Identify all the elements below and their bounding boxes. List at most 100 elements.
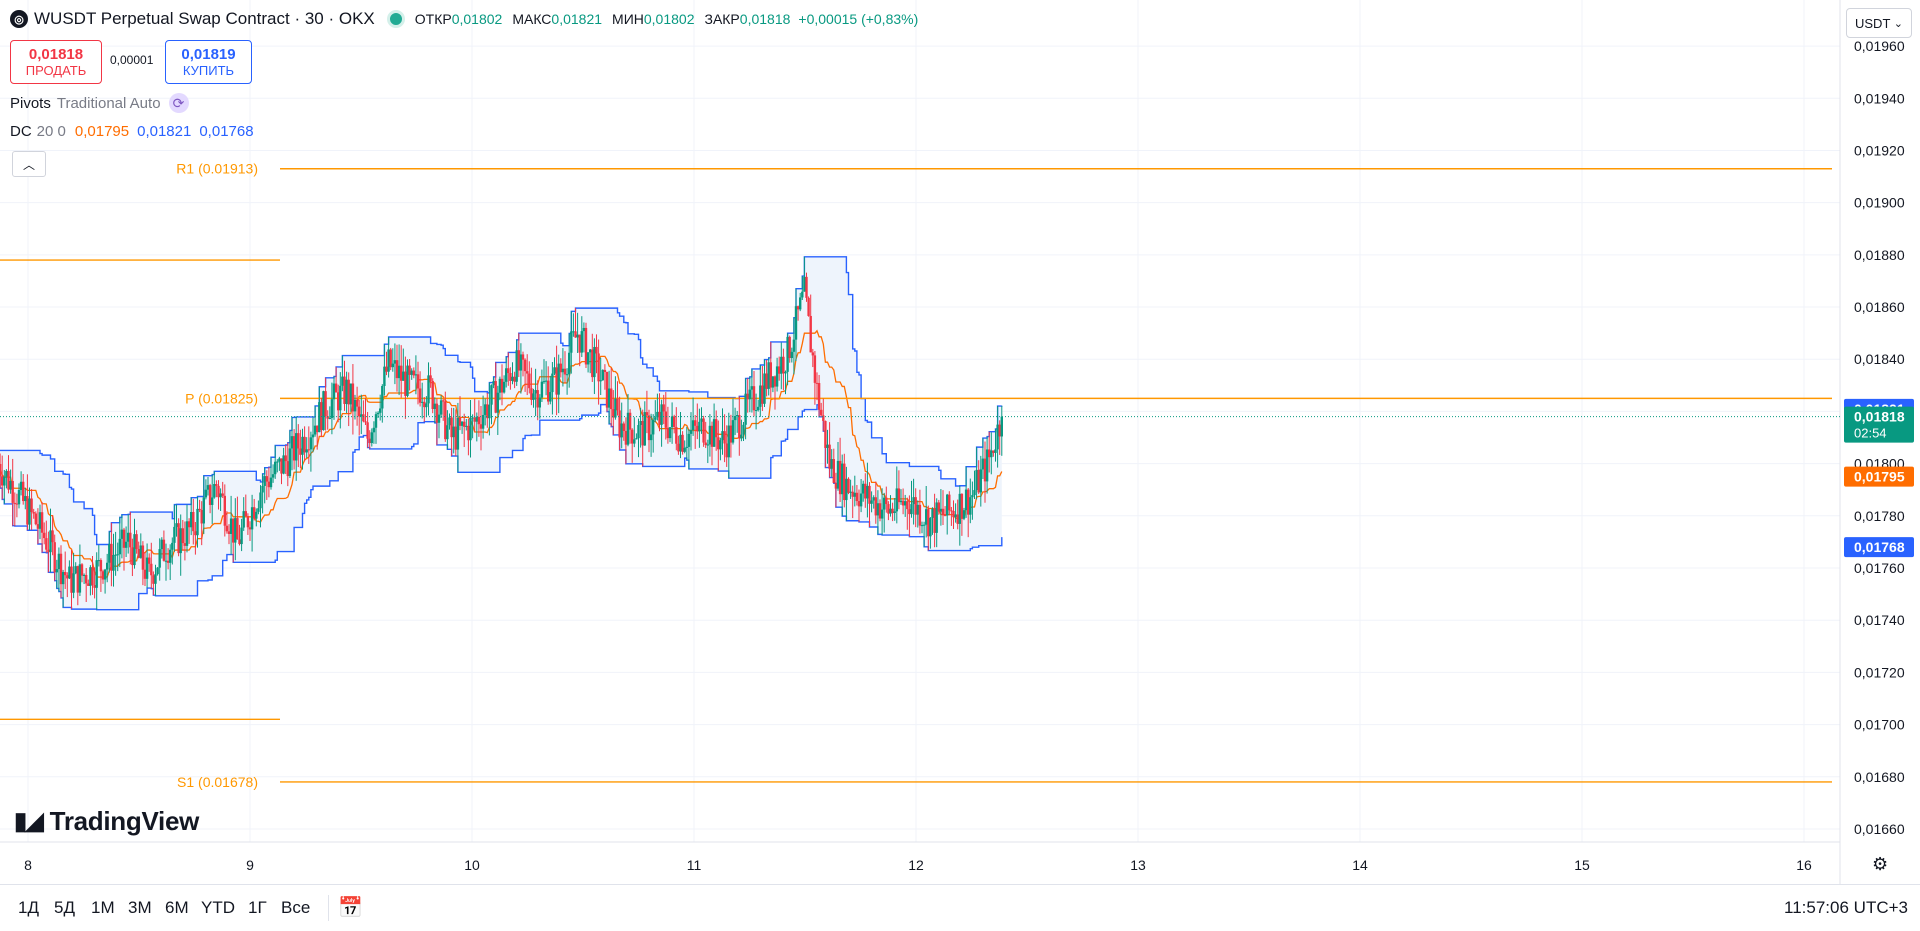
candle-body bbox=[723, 431, 726, 444]
candle-body bbox=[897, 488, 901, 503]
candle-body bbox=[851, 491, 854, 497]
candle-body bbox=[899, 500, 903, 503]
candle-body bbox=[765, 373, 768, 389]
dc-legend[interactable]: DC 20 0 0,01795 0,01821 0,01768 bbox=[10, 123, 254, 140]
candle-body bbox=[601, 369, 604, 381]
candle-body bbox=[784, 371, 787, 374]
candle-body bbox=[576, 334, 579, 338]
bar-countdown-label: 02:54 bbox=[1854, 426, 1887, 441]
candle-body bbox=[143, 569, 147, 579]
candle-body bbox=[202, 497, 205, 524]
candle-body bbox=[481, 414, 485, 429]
candle-body bbox=[479, 424, 483, 429]
candle-body bbox=[467, 425, 470, 441]
candle-body bbox=[809, 315, 812, 353]
candle-body bbox=[868, 485, 871, 504]
range-5d[interactable]: 5Д bbox=[54, 898, 75, 917]
candle-body bbox=[962, 510, 966, 519]
candle-body bbox=[561, 368, 565, 373]
date-range-icon[interactable]: 📅 bbox=[338, 897, 363, 919]
candle-body bbox=[580, 331, 583, 353]
sell-button[interactable]: 0,01818 ПРОДАТЬ bbox=[10, 40, 102, 84]
candle-body bbox=[891, 508, 894, 514]
candle-body bbox=[429, 375, 432, 381]
candle-body bbox=[637, 424, 640, 439]
tradingview-logo[interactable]: ▮◢ TradingView bbox=[14, 806, 199, 837]
y-tick-label: 0,01760 bbox=[1854, 560, 1905, 576]
candle-body bbox=[36, 524, 40, 529]
candle-body bbox=[830, 459, 833, 469]
candle-body bbox=[229, 518, 233, 534]
candle-body bbox=[801, 291, 804, 298]
candle-body bbox=[958, 493, 961, 524]
candle-body bbox=[649, 434, 653, 441]
candle-body bbox=[853, 492, 856, 497]
candle-body bbox=[778, 366, 781, 374]
collapse-legend-button[interactable]: ︿ bbox=[12, 151, 46, 177]
ohlc-high-value: 0,01821 bbox=[551, 11, 603, 27]
candle-body bbox=[101, 571, 105, 580]
range-all[interactable]: Все bbox=[281, 898, 311, 917]
candle-body bbox=[271, 474, 275, 478]
candle-body bbox=[120, 529, 124, 539]
currency-select[interactable]: USDT ⌄ bbox=[1846, 8, 1912, 38]
candle-body bbox=[805, 276, 808, 298]
sync-icon[interactable]: ⟳ bbox=[168, 93, 189, 113]
candle-body bbox=[423, 401, 426, 408]
candle-body bbox=[790, 351, 793, 359]
y-tick-label: 0,01920 bbox=[1854, 142, 1905, 158]
range-1m[interactable]: 1М bbox=[91, 898, 115, 917]
symbol-title[interactable]: WUSDT Perpetual Swap Contract · 30 · OKX bbox=[34, 9, 375, 28]
y-tick-label: 0,01720 bbox=[1854, 664, 1905, 680]
candle-body bbox=[582, 327, 586, 332]
price-chart[interactable]: R1 (0.01913) P (0.01825) S1 (0.01678) 0,019… bbox=[0, 0, 1920, 884]
candle-body bbox=[360, 414, 363, 417]
candle-body bbox=[87, 583, 90, 586]
candle-body bbox=[370, 432, 373, 444]
x-tick-label: 12 bbox=[908, 857, 924, 873]
pivots-legend[interactable]: Pivots Traditional Auto ⟳ bbox=[10, 93, 189, 113]
range-ytd[interactable]: YTD bbox=[201, 898, 235, 917]
okx-logo-icon: ◎ bbox=[10, 10, 28, 28]
candle-body bbox=[717, 437, 720, 450]
clock[interactable]: 11:57:06 UTC+3 bbox=[1784, 898, 1908, 917]
candle-body bbox=[740, 434, 743, 439]
pivots-name: Pivots bbox=[10, 94, 51, 112]
candle-body bbox=[366, 422, 369, 439]
ohlc-close-label: ЗАКР bbox=[704, 11, 740, 27]
candle-body bbox=[183, 543, 187, 546]
candle-body bbox=[635, 438, 638, 440]
candle-body bbox=[530, 388, 533, 400]
candle-body bbox=[179, 528, 182, 554]
buy-button[interactable]: 0,01819 КУПИТЬ bbox=[165, 40, 252, 84]
candle-body bbox=[38, 512, 42, 529]
candle-body bbox=[841, 463, 844, 495]
candle-body bbox=[883, 497, 886, 510]
candle-body bbox=[626, 412, 630, 445]
candle-body bbox=[187, 521, 191, 528]
candle-body bbox=[656, 411, 659, 418]
range-3m[interactable]: 3М bbox=[128, 898, 152, 917]
candle-body bbox=[490, 385, 493, 405]
candle-body bbox=[920, 525, 924, 527]
candle-body bbox=[568, 352, 571, 375]
candle-body bbox=[769, 362, 772, 388]
candle-body bbox=[80, 564, 84, 576]
range-6m[interactable]: 6М bbox=[165, 898, 189, 917]
candle-body bbox=[603, 369, 607, 372]
tradingview-logo-icon: ▮◢ bbox=[14, 808, 44, 835]
candle-body bbox=[964, 489, 968, 511]
y-tick-label: 0,01660 bbox=[1854, 821, 1905, 837]
candle-body bbox=[803, 276, 806, 292]
candle-body bbox=[244, 511, 247, 517]
range-1y[interactable]: 1Г bbox=[248, 898, 267, 917]
y-tick-label: 0,01960 bbox=[1854, 38, 1905, 54]
settings-icon[interactable]: ⚙ bbox=[1872, 854, 1889, 874]
range-1d[interactable]: 1Д bbox=[18, 898, 39, 917]
candle-body bbox=[82, 574, 86, 576]
candle-body bbox=[542, 381, 546, 383]
candle-body bbox=[757, 406, 760, 411]
candle-body bbox=[416, 374, 420, 389]
y-tick-label: 0,01900 bbox=[1854, 195, 1905, 211]
candle-body bbox=[206, 485, 210, 490]
